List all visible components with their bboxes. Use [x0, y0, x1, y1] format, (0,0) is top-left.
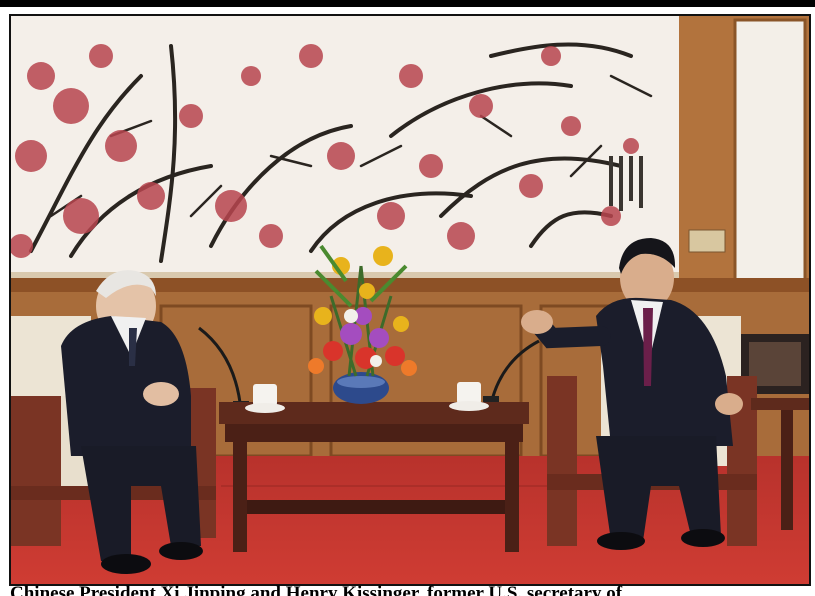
meeting-photo — [11, 16, 809, 584]
plum-blossom-painting — [11, 16, 679, 278]
tea-cups — [245, 382, 489, 413]
photo-frame — [9, 14, 811, 586]
tea-table — [219, 402, 529, 552]
wall-rail — [11, 278, 809, 292]
plaque — [688, 229, 726, 253]
flower-arrangement — [308, 244, 417, 404]
microphone-right — [489, 339, 540, 405]
right-light-panel — [733, 18, 807, 284]
seated-man-left — [61, 270, 203, 574]
side-table — [751, 398, 809, 530]
top-rule — [0, 0, 815, 7]
photo-caption: Chinese President Xi Jinping and Henry K… — [10, 583, 623, 596]
microphone-left — [198, 326, 243, 412]
seated-man-right — [521, 238, 743, 550]
